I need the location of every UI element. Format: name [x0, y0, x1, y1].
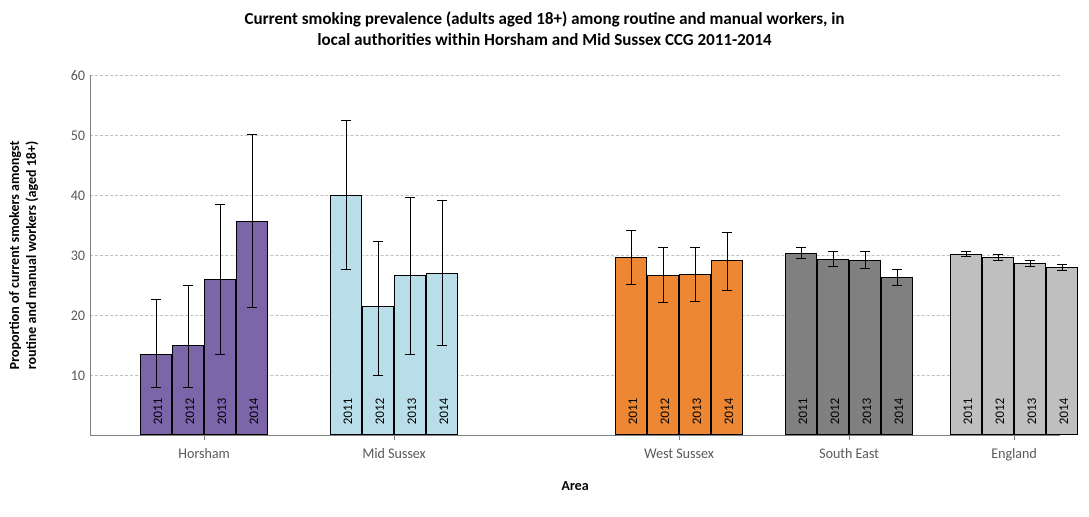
error-cap: [405, 354, 415, 355]
x-tick-label: England: [950, 445, 1078, 462]
error-bar: [727, 232, 728, 290]
error-cap: [828, 251, 838, 252]
error-cap: [626, 284, 636, 285]
error-bar: [346, 120, 347, 269]
y-tick-label: 40: [55, 187, 85, 204]
error-bar: [833, 251, 834, 267]
plot-area: 2011201220132014201120122013201420112012…: [90, 75, 1060, 435]
gridline: [90, 75, 1060, 76]
error-bar: [865, 251, 866, 267]
error-cap: [993, 254, 1003, 255]
error-cap: [722, 232, 732, 233]
error-cap: [405, 197, 415, 198]
error-cap: [892, 269, 902, 270]
y-tick-label: 10: [55, 367, 85, 384]
error-cap: [690, 247, 700, 248]
bar: [1014, 263, 1046, 435]
y-tick-label: 60: [55, 67, 85, 84]
error-cap: [151, 387, 161, 388]
error-cap: [626, 230, 636, 231]
x-tick-label: South East: [785, 445, 913, 462]
error-bar: [220, 204, 221, 354]
error-bar: [156, 299, 157, 387]
error-cap: [1025, 266, 1035, 267]
error-cap: [437, 345, 447, 346]
error-cap: [892, 285, 902, 286]
error-cap: [183, 387, 193, 388]
title-line1: Current smoking prevalence (adults aged …: [244, 8, 844, 29]
error-bar: [695, 247, 696, 302]
error-bar: [410, 197, 411, 354]
x-tick: [849, 435, 850, 440]
error-bar: [663, 247, 664, 302]
error-cap: [373, 241, 383, 242]
gridline: [90, 135, 1060, 136]
error-cap: [658, 302, 668, 303]
error-cap: [215, 354, 225, 355]
error-cap: [373, 375, 383, 376]
error-cap: [860, 251, 870, 252]
error-cap: [215, 204, 225, 205]
bar: [1046, 267, 1078, 435]
error-bar: [378, 241, 379, 375]
x-tick: [394, 435, 395, 440]
error-cap: [690, 301, 700, 302]
x-tick: [204, 435, 205, 440]
y-axis: [90, 75, 91, 435]
error-cap: [658, 247, 668, 248]
error-cap: [961, 256, 971, 257]
x-tick: [1014, 435, 1015, 440]
x-tick-label: Mid Sussex: [330, 445, 458, 462]
error-bar: [631, 230, 632, 284]
error-cap: [437, 200, 447, 201]
error-cap: [151, 299, 161, 300]
bar: [849, 260, 881, 435]
error-cap: [860, 268, 870, 269]
error-bar: [801, 247, 802, 258]
x-tick-label: Horsham: [140, 445, 268, 462]
error-cap: [247, 307, 257, 308]
y-tick-label: 50: [55, 127, 85, 144]
error-bar: [188, 285, 189, 387]
bar: [881, 277, 913, 435]
title-line2: local authorities within Horsham and Mid…: [317, 29, 771, 50]
x-axis: [90, 435, 1060, 436]
bar: [785, 253, 817, 435]
error-cap: [1057, 264, 1067, 265]
error-cap: [961, 251, 971, 252]
error-cap: [183, 285, 193, 286]
error-cap: [341, 120, 351, 121]
error-cap: [828, 266, 838, 267]
error-cap: [722, 290, 732, 291]
chart-container: Current smoking prevalence (adults aged …: [0, 0, 1089, 517]
error-cap: [993, 260, 1003, 261]
bar: [950, 254, 982, 435]
error-cap: [796, 247, 806, 248]
x-axis-label: Area: [90, 477, 1060, 494]
y-tick-label: 20: [55, 307, 85, 324]
error-cap: [247, 134, 257, 135]
x-tick-label: West Sussex: [615, 445, 743, 462]
error-bar: [897, 269, 898, 285]
gridline: [90, 195, 1060, 196]
error-bar: [442, 200, 443, 345]
error-cap: [796, 258, 806, 259]
error-cap: [1025, 260, 1035, 261]
y-axis-label: Proportion of current smokers amongst ro…: [6, 75, 40, 435]
bar: [817, 259, 849, 435]
error-cap: [341, 269, 351, 270]
error-bar: [252, 134, 253, 307]
y-tick-label: 30: [55, 247, 85, 264]
bar: [982, 257, 1014, 435]
error-cap: [1057, 270, 1067, 271]
chart-title: Current smoking prevalence (adults aged …: [0, 8, 1089, 51]
x-tick: [679, 435, 680, 440]
